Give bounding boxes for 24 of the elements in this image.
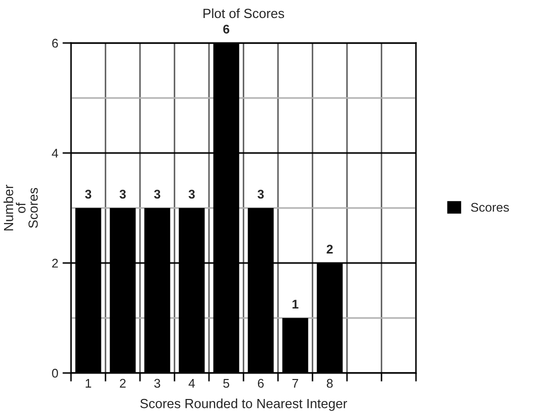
- data-label: 3: [188, 190, 195, 199]
- x-tick-label: 8: [326, 378, 333, 388]
- y-axis-title: Number of Scores: [4, 184, 38, 230]
- data-label: 1: [292, 300, 298, 308]
- y-tick-label: 0: [52, 368, 58, 378]
- x-axis-title: Scores Rounded to Nearest Integer: [140, 398, 348, 411]
- x-tick-label: 4: [188, 379, 195, 388]
- x-tick-label: 2: [120, 378, 126, 388]
- chart-title: Plot of Scores: [204, 8, 284, 18]
- x-tick-label: 6: [258, 378, 264, 388]
- data-label: 3: [85, 190, 92, 199]
- data-label: 6: [223, 24, 230, 34]
- x-tick-label: 7: [292, 379, 298, 388]
- x-tick-label: 3: [154, 378, 160, 388]
- y-tick-label: 2: [52, 258, 58, 268]
- y-tick-label: 4: [52, 148, 58, 158]
- legend-label: Scores: [471, 202, 509, 212]
- x-tick-label: 5: [223, 379, 230, 388]
- data-label: 3: [120, 190, 126, 199]
- x-tick-label: 1: [86, 379, 92, 388]
- data-label: 3: [154, 190, 160, 199]
- y-tick-label: 6: [52, 38, 58, 48]
- data-label: 2: [326, 244, 333, 254]
- data-label: 3: [258, 190, 264, 199]
